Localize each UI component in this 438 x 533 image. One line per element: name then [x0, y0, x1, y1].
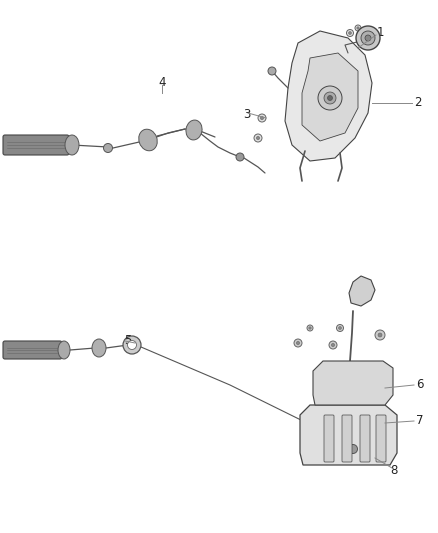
Circle shape	[349, 31, 351, 35]
Text: 1: 1	[376, 27, 384, 39]
Text: 6: 6	[416, 378, 424, 392]
FancyBboxPatch shape	[360, 415, 370, 462]
Polygon shape	[302, 53, 358, 141]
FancyBboxPatch shape	[3, 135, 69, 155]
Circle shape	[261, 116, 264, 119]
Circle shape	[356, 26, 380, 50]
Ellipse shape	[65, 135, 79, 155]
Circle shape	[258, 114, 266, 122]
Circle shape	[318, 86, 342, 110]
Circle shape	[332, 343, 335, 346]
Circle shape	[268, 67, 276, 75]
Text: 2: 2	[414, 96, 422, 109]
Circle shape	[127, 341, 137, 350]
FancyBboxPatch shape	[324, 415, 334, 462]
Circle shape	[375, 330, 385, 340]
Circle shape	[307, 325, 313, 331]
Polygon shape	[349, 276, 375, 306]
Polygon shape	[285, 31, 372, 161]
Circle shape	[357, 27, 359, 29]
Circle shape	[297, 342, 300, 345]
Circle shape	[294, 339, 302, 347]
Ellipse shape	[139, 129, 157, 151]
Text: 8: 8	[390, 464, 398, 478]
Circle shape	[349, 445, 357, 454]
FancyBboxPatch shape	[342, 415, 352, 462]
Circle shape	[361, 31, 375, 45]
Ellipse shape	[92, 339, 106, 357]
FancyBboxPatch shape	[376, 415, 386, 462]
Circle shape	[339, 327, 341, 329]
Ellipse shape	[123, 336, 141, 354]
Polygon shape	[313, 361, 393, 405]
Circle shape	[254, 134, 262, 142]
Circle shape	[309, 327, 311, 329]
Ellipse shape	[58, 341, 70, 359]
Circle shape	[355, 25, 361, 31]
Circle shape	[328, 95, 332, 101]
Circle shape	[256, 136, 260, 140]
Circle shape	[378, 333, 382, 337]
Text: 3: 3	[244, 109, 251, 122]
Circle shape	[365, 35, 371, 41]
Circle shape	[346, 29, 353, 36]
Text: 7: 7	[416, 415, 424, 427]
Circle shape	[324, 92, 336, 104]
Polygon shape	[300, 405, 397, 465]
Circle shape	[329, 341, 337, 349]
Circle shape	[103, 143, 113, 152]
FancyBboxPatch shape	[3, 341, 62, 359]
Text: 4: 4	[158, 77, 166, 90]
Circle shape	[336, 325, 343, 332]
Circle shape	[236, 153, 244, 161]
Text: 5: 5	[124, 335, 132, 348]
Ellipse shape	[186, 120, 202, 140]
